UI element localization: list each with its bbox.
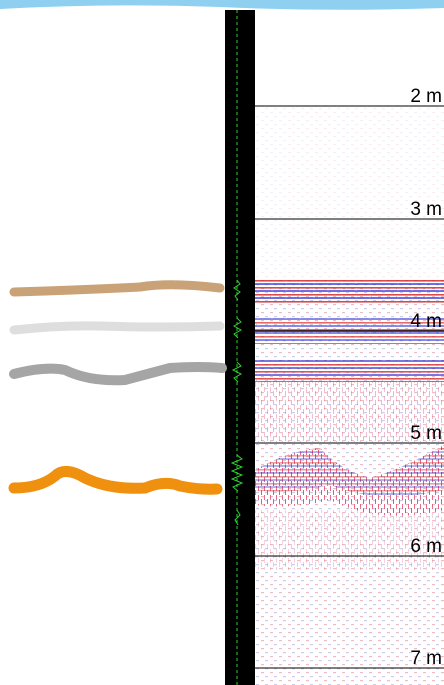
reflector [255,280,444,304]
depth-label: 6 m [410,536,442,557]
wiggle-trace [230,279,244,526]
reflector [255,360,444,382]
layer-stroke [9,321,225,335]
depth-label: 5 m [410,423,442,444]
layer-stroke [9,280,225,297]
top-band [0,0,444,10]
layer-stroke [8,466,223,495]
radar-faint [255,105,444,280]
radar-noise [255,382,444,442]
depth-label: 2 m [410,86,442,107]
borehole-bar [225,10,255,685]
layer-stroke [9,362,227,386]
depth-label: 3 m [410,199,442,220]
depth-label: 7 m [410,648,442,669]
radar-noise [255,510,444,570]
reflector [255,445,444,497]
depth-label: 4 m [410,311,442,332]
